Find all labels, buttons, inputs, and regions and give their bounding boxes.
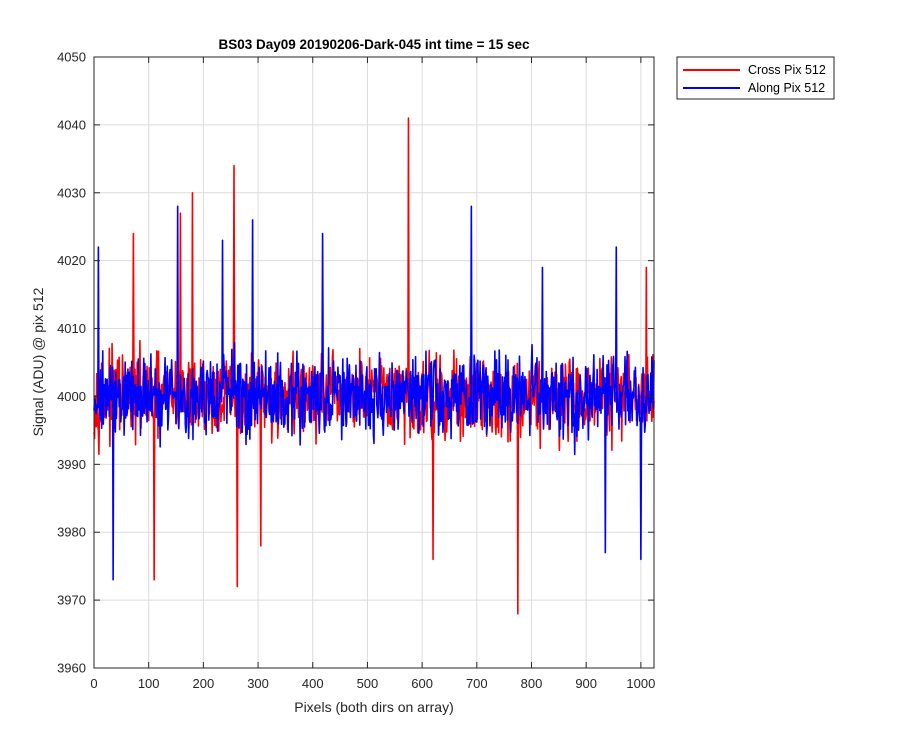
x-tick-label: 900 bbox=[575, 676, 597, 691]
axes-box bbox=[93, 56, 655, 669]
x-tick-label: 600 bbox=[411, 676, 433, 691]
y-tick-label: 4020 bbox=[57, 253, 86, 268]
series-layer bbox=[93, 117, 655, 615]
chart-title: BS03 Day09 20190206-Dark-045 int time = … bbox=[218, 37, 530, 52]
tick-labels: 0 100 200 300 400 500 600 700 800 900 1000 3960 3970… bbox=[57, 50, 655, 692]
ticks bbox=[93, 56, 654, 669]
legend-box bbox=[676, 56, 835, 100]
y-tick-label: 4000 bbox=[57, 389, 86, 404]
y-tick-label: 4050 bbox=[57, 50, 86, 65]
legend-label-along: Along Pix 512 bbox=[748, 81, 825, 95]
y-tick-label: 3970 bbox=[57, 593, 86, 608]
legend-label-cross: Cross Pix 512 bbox=[748, 63, 826, 77]
x-tick-label: 500 bbox=[357, 676, 379, 691]
x-tick-label: 800 bbox=[521, 676, 543, 691]
y-tick-label: 4040 bbox=[57, 117, 86, 132]
x-axis-label: Pixels (both dirs on array) bbox=[294, 699, 454, 715]
x-tick-label: 100 bbox=[138, 676, 160, 691]
x-tick-label: 300 bbox=[247, 676, 269, 691]
series-line-along bbox=[93, 205, 655, 581]
y-tick-label: 3960 bbox=[57, 661, 86, 676]
legend: Cross Pix 512 Along Pix 512 bbox=[676, 56, 835, 100]
y-tick-label: 3990 bbox=[57, 457, 86, 472]
x-tick-label: 700 bbox=[466, 676, 488, 691]
x-tick-label: 200 bbox=[193, 676, 215, 691]
y-tick-label: 4030 bbox=[57, 185, 86, 200]
x-tick-label: 1000 bbox=[626, 676, 655, 691]
plot-area bbox=[94, 57, 654, 668]
y-axis-label: Signal (ADU) @ pix 512 bbox=[30, 287, 46, 436]
x-tick-label: 400 bbox=[302, 676, 324, 691]
x-tick-label: 0 bbox=[90, 676, 97, 691]
y-tick-label: 4010 bbox=[57, 321, 86, 336]
y-tick-label: 3980 bbox=[57, 525, 86, 540]
